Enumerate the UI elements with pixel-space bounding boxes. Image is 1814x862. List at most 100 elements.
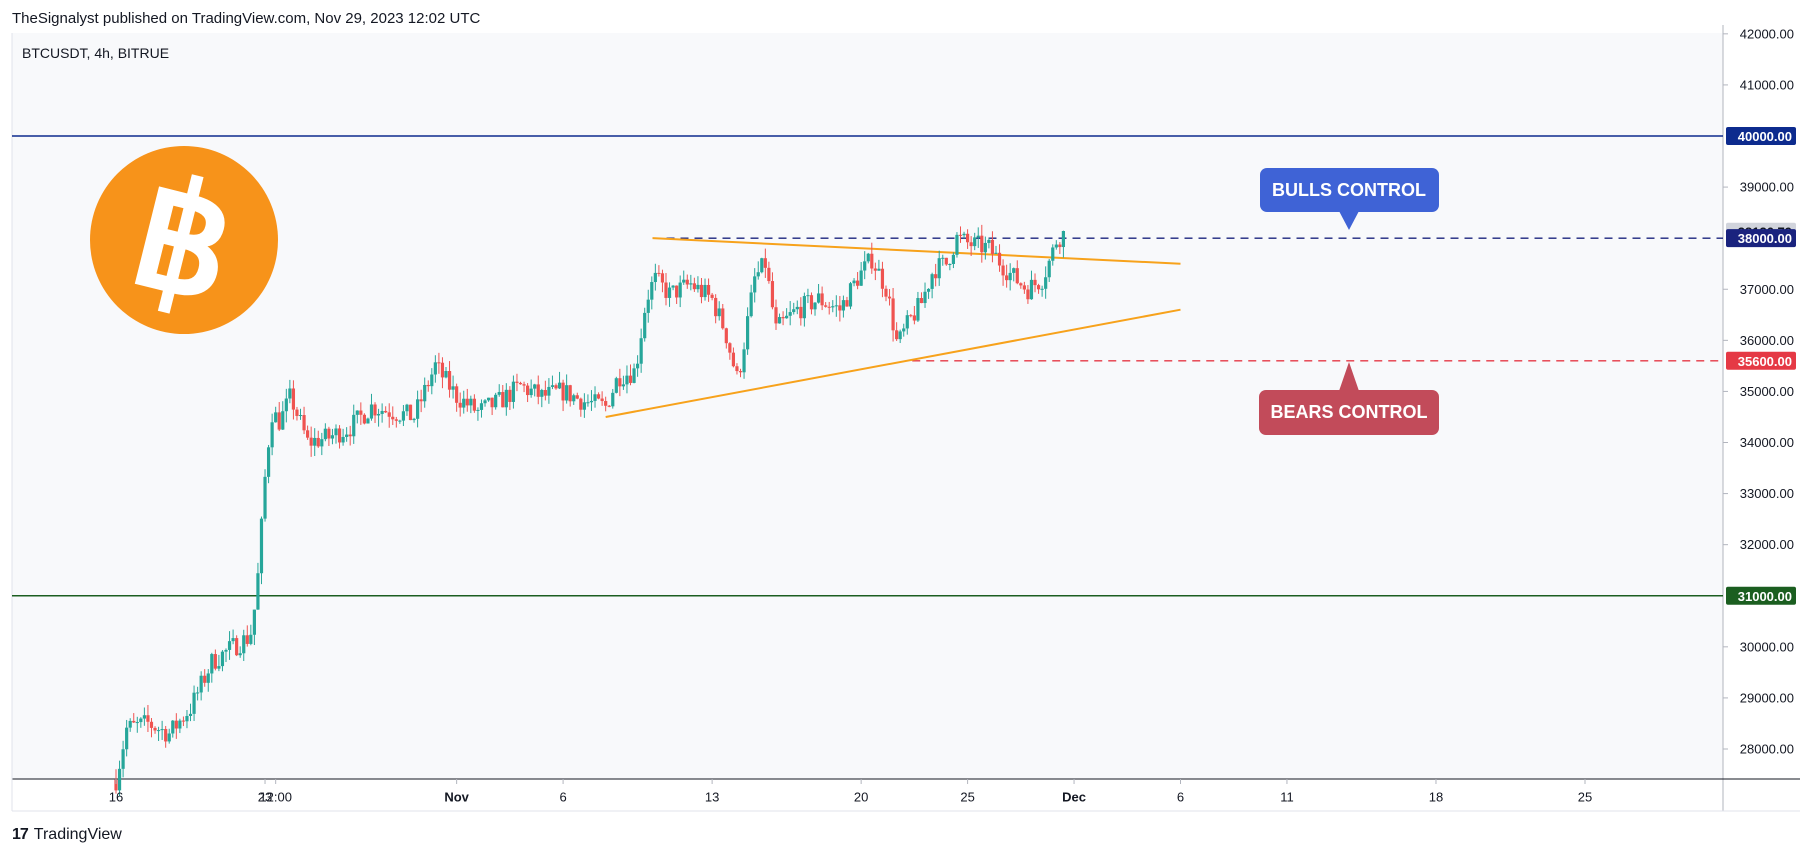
candle-body bbox=[809, 295, 814, 310]
time-tick-label: 25 bbox=[1578, 790, 1592, 805]
candle-body bbox=[178, 720, 182, 729]
candle-body bbox=[345, 434, 349, 437]
candle-body bbox=[735, 366, 739, 372]
price-tick-label: 28000.00 bbox=[1740, 742, 1794, 757]
bulls-control-box bbox=[1260, 168, 1439, 212]
candle-body bbox=[288, 388, 292, 399]
time-tick-label: 13 bbox=[705, 790, 719, 805]
candle-body bbox=[1008, 272, 1012, 281]
candle-body bbox=[596, 394, 601, 399]
candle-body bbox=[249, 634, 253, 644]
candle-body bbox=[327, 428, 331, 439]
candle-body bbox=[433, 362, 437, 375]
candle-body bbox=[696, 284, 700, 290]
candle-body bbox=[958, 234, 963, 236]
tradingview-brand[interactable]: TradingView bbox=[33, 826, 122, 843]
candle-body bbox=[664, 282, 668, 298]
candle-body bbox=[455, 386, 459, 403]
tradingview-logo-icon[interactable]: 17 bbox=[12, 826, 29, 843]
candle-body bbox=[277, 412, 281, 430]
triangle-upper-line bbox=[652, 237, 1181, 265]
candle-body bbox=[699, 284, 704, 298]
candle-body bbox=[160, 729, 164, 731]
candle-body bbox=[192, 692, 196, 714]
candle-body bbox=[895, 330, 899, 340]
candle-body bbox=[760, 258, 764, 273]
candle-body bbox=[504, 389, 508, 408]
price-badge-label: 31000.00 bbox=[1738, 589, 1792, 604]
candle-body bbox=[447, 371, 452, 390]
time-tick-label: 6 bbox=[1177, 790, 1184, 805]
time-tick-label: Dec bbox=[1062, 790, 1086, 805]
time-tick-label: 11 bbox=[1280, 790, 1294, 805]
candle-body bbox=[394, 419, 398, 421]
time-tick-label: 18 bbox=[1429, 790, 1443, 805]
candle-body bbox=[887, 296, 892, 299]
price-badge-label: 38000.00 bbox=[1738, 231, 1792, 246]
candle-body bbox=[866, 253, 870, 262]
candle-body bbox=[352, 414, 356, 437]
candle-body bbox=[306, 430, 310, 438]
candle-body bbox=[479, 403, 484, 410]
candle-body bbox=[483, 400, 487, 404]
candle-body bbox=[799, 306, 803, 319]
candle-body bbox=[536, 384, 540, 397]
candle-body bbox=[966, 233, 970, 243]
candle-body bbox=[398, 420, 402, 422]
candle-body bbox=[763, 258, 767, 268]
candle-body bbox=[568, 385, 572, 402]
candle-body bbox=[706, 284, 711, 295]
candle-body bbox=[462, 398, 466, 408]
candle-body bbox=[770, 281, 775, 308]
candle-body bbox=[990, 239, 995, 254]
candle-body bbox=[384, 410, 388, 413]
time-tick-label: 25 bbox=[960, 790, 974, 805]
price-tick-label: 32000.00 bbox=[1740, 537, 1794, 552]
candle-body bbox=[295, 409, 299, 416]
candle-body bbox=[149, 721, 154, 728]
candle-body bbox=[919, 298, 924, 304]
candle-body bbox=[426, 384, 430, 387]
candle-body bbox=[671, 285, 675, 288]
candle-body bbox=[369, 404, 374, 419]
candle-body bbox=[515, 381, 519, 383]
candle-body bbox=[923, 291, 927, 304]
candle-body bbox=[1036, 285, 1041, 290]
candle-body bbox=[721, 308, 725, 329]
candle-body bbox=[994, 252, 998, 254]
candle-body bbox=[657, 272, 661, 274]
candle-body bbox=[387, 412, 391, 417]
bulls-control-callout[interactable]: BULLS CONTROL bbox=[1260, 168, 1439, 230]
candle-body bbox=[224, 649, 228, 652]
price-badge bbox=[1726, 586, 1796, 605]
time-tick-label: Nov bbox=[444, 790, 469, 805]
candle-body bbox=[621, 384, 626, 387]
candle-body bbox=[685, 279, 689, 285]
bears-control-callout[interactable]: BEARS CONTROL bbox=[1259, 362, 1439, 435]
candle-body bbox=[618, 378, 622, 387]
candlesticks bbox=[114, 224, 1066, 797]
bitcoin-logo: ฿ bbox=[90, 146, 278, 334]
price-badge-label: 40000.00 bbox=[1738, 129, 1792, 144]
candle-body bbox=[848, 283, 853, 307]
candle-body bbox=[256, 573, 260, 610]
candle-body bbox=[703, 284, 707, 298]
footer: 17 TradingView bbox=[12, 826, 122, 844]
candle-body bbox=[636, 363, 640, 369]
candle-body bbox=[121, 749, 125, 769]
candle-body bbox=[217, 666, 221, 669]
candle-body bbox=[298, 415, 303, 417]
candle-body bbox=[401, 411, 406, 421]
candle-body bbox=[185, 715, 189, 722]
candle-body bbox=[1040, 288, 1044, 290]
candle-body bbox=[227, 641, 232, 650]
candle-body bbox=[863, 261, 867, 271]
candle-body bbox=[912, 315, 916, 321]
candle-body bbox=[366, 418, 370, 424]
candle-body bbox=[1058, 244, 1062, 248]
candle-body bbox=[1054, 244, 1058, 248]
candle-body bbox=[643, 312, 647, 339]
candle-body bbox=[220, 651, 225, 667]
